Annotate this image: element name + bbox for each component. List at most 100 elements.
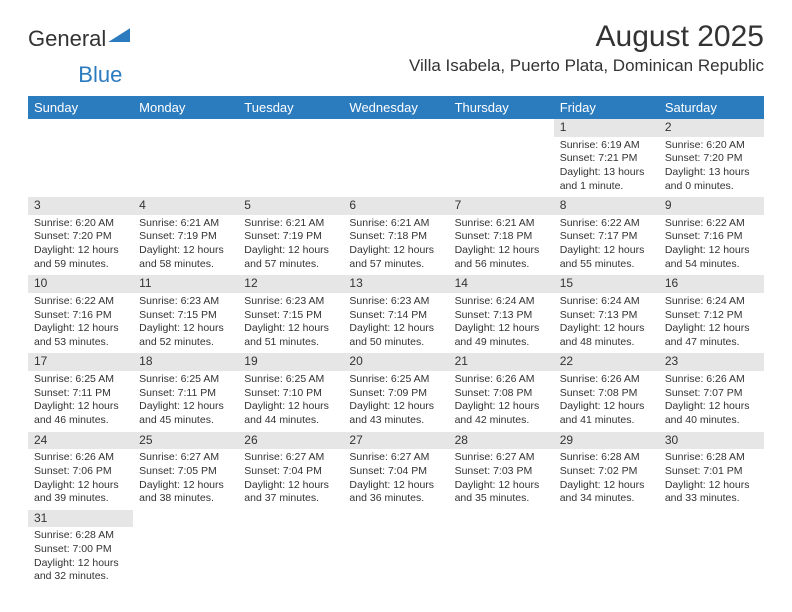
sunrise-text: Sunrise: 6:28 AM — [34, 529, 127, 543]
day-body: Sunrise: 6:24 AMSunset: 7:12 PMDaylight:… — [659, 293, 764, 354]
day-body: Sunrise: 6:21 AMSunset: 7:19 PMDaylight:… — [133, 215, 238, 276]
day-number: 14 — [449, 275, 554, 293]
daylight-text: Daylight: 12 hours and 54 minutes. — [665, 244, 758, 271]
sunset-text: Sunset: 7:04 PM — [244, 465, 337, 479]
calendar-cell: 2Sunrise: 6:20 AMSunset: 7:20 PMDaylight… — [659, 119, 764, 197]
calendar-cell: 25Sunrise: 6:27 AMSunset: 7:05 PMDayligh… — [133, 432, 238, 510]
daylight-text: Daylight: 12 hours and 39 minutes. — [34, 479, 127, 506]
day-number: 1 — [554, 119, 659, 137]
daylight-text: Daylight: 12 hours and 35 minutes. — [455, 479, 548, 506]
sunrise-text: Sunrise: 6:23 AM — [139, 295, 232, 309]
sunrise-text: Sunrise: 6:22 AM — [34, 295, 127, 309]
day-number: 20 — [343, 353, 448, 371]
day-number: 8 — [554, 197, 659, 215]
sunrise-text: Sunrise: 6:28 AM — [665, 451, 758, 465]
calendar-row: 1Sunrise: 6:19 AMSunset: 7:21 PMDaylight… — [28, 119, 764, 197]
day-body — [133, 512, 238, 518]
calendar-row: 31Sunrise: 6:28 AMSunset: 7:00 PMDayligh… — [28, 510, 764, 588]
day-body: Sunrise: 6:23 AMSunset: 7:14 PMDaylight:… — [343, 293, 448, 354]
col-thursday: Thursday — [449, 96, 554, 119]
calendar-cell: 23Sunrise: 6:26 AMSunset: 7:07 PMDayligh… — [659, 353, 764, 431]
sunset-text: Sunset: 7:13 PM — [560, 309, 653, 323]
daylight-text: Daylight: 12 hours and 56 minutes. — [455, 244, 548, 271]
calendar-cell — [238, 510, 343, 588]
day-body — [133, 121, 238, 127]
day-body: Sunrise: 6:23 AMSunset: 7:15 PMDaylight:… — [133, 293, 238, 354]
sunset-text: Sunset: 7:08 PM — [455, 387, 548, 401]
calendar-cell — [659, 510, 764, 588]
col-wednesday: Wednesday — [343, 96, 448, 119]
calendar-cell: 1Sunrise: 6:19 AMSunset: 7:21 PMDaylight… — [554, 119, 659, 197]
day-number: 30 — [659, 432, 764, 450]
daylight-text: Daylight: 12 hours and 49 minutes. — [455, 322, 548, 349]
day-number: 18 — [133, 353, 238, 371]
sunrise-text: Sunrise: 6:27 AM — [349, 451, 442, 465]
calendar-cell: 13Sunrise: 6:23 AMSunset: 7:14 PMDayligh… — [343, 275, 448, 353]
calendar-cell: 15Sunrise: 6:24 AMSunset: 7:13 PMDayligh… — [554, 275, 659, 353]
calendar-cell: 5Sunrise: 6:21 AMSunset: 7:19 PMDaylight… — [238, 197, 343, 275]
day-body: Sunrise: 6:21 AMSunset: 7:18 PMDaylight:… — [343, 215, 448, 276]
calendar-cell: 31Sunrise: 6:28 AMSunset: 7:00 PMDayligh… — [28, 510, 133, 588]
day-number: 9 — [659, 197, 764, 215]
day-number: 11 — [133, 275, 238, 293]
day-body: Sunrise: 6:20 AMSunset: 7:20 PMDaylight:… — [28, 215, 133, 276]
weekday-header-row: Sunday Monday Tuesday Wednesday Thursday… — [28, 96, 764, 119]
sunset-text: Sunset: 7:11 PM — [139, 387, 232, 401]
calendar-cell: 12Sunrise: 6:23 AMSunset: 7:15 PMDayligh… — [238, 275, 343, 353]
sunrise-text: Sunrise: 6:21 AM — [139, 217, 232, 231]
day-number: 17 — [28, 353, 133, 371]
calendar-cell: 11Sunrise: 6:23 AMSunset: 7:15 PMDayligh… — [133, 275, 238, 353]
sunset-text: Sunset: 7:18 PM — [455, 230, 548, 244]
daylight-text: Daylight: 12 hours and 53 minutes. — [34, 322, 127, 349]
day-number: 13 — [343, 275, 448, 293]
sunset-text: Sunset: 7:02 PM — [560, 465, 653, 479]
sunset-text: Sunset: 7:13 PM — [455, 309, 548, 323]
daylight-text: Daylight: 12 hours and 50 minutes. — [349, 322, 442, 349]
title-block: August 2025 Villa Isabela, Puerto Plata,… — [409, 20, 764, 76]
sunrise-text: Sunrise: 6:21 AM — [244, 217, 337, 231]
calendar-cell — [343, 510, 448, 588]
sunrise-text: Sunrise: 6:22 AM — [665, 217, 758, 231]
sunrise-text: Sunrise: 6:23 AM — [349, 295, 442, 309]
day-number: 6 — [343, 197, 448, 215]
sunrise-text: Sunrise: 6:26 AM — [560, 373, 653, 387]
day-body: Sunrise: 6:21 AMSunset: 7:18 PMDaylight:… — [449, 215, 554, 276]
day-body — [449, 121, 554, 127]
calendar-cell — [449, 510, 554, 588]
day-number: 31 — [28, 510, 133, 528]
daylight-text: Daylight: 12 hours and 38 minutes. — [139, 479, 232, 506]
day-body: Sunrise: 6:28 AMSunset: 7:01 PMDaylight:… — [659, 449, 764, 510]
calendar-cell: 6Sunrise: 6:21 AMSunset: 7:18 PMDaylight… — [343, 197, 448, 275]
day-body: Sunrise: 6:28 AMSunset: 7:00 PMDaylight:… — [28, 527, 133, 588]
calendar-cell — [28, 119, 133, 197]
calendar-cell: 9Sunrise: 6:22 AMSunset: 7:16 PMDaylight… — [659, 197, 764, 275]
day-body: Sunrise: 6:22 AMSunset: 7:16 PMDaylight:… — [28, 293, 133, 354]
daylight-text: Daylight: 12 hours and 41 minutes. — [560, 400, 653, 427]
day-body — [659, 512, 764, 518]
daylight-text: Daylight: 12 hours and 51 minutes. — [244, 322, 337, 349]
calendar-cell: 26Sunrise: 6:27 AMSunset: 7:04 PMDayligh… — [238, 432, 343, 510]
daylight-text: Daylight: 12 hours and 58 minutes. — [139, 244, 232, 271]
day-body — [28, 121, 133, 127]
daylight-text: Daylight: 12 hours and 34 minutes. — [560, 479, 653, 506]
day-number: 4 — [133, 197, 238, 215]
col-tuesday: Tuesday — [238, 96, 343, 119]
day-body: Sunrise: 6:26 AMSunset: 7:08 PMDaylight:… — [554, 371, 659, 432]
day-body: Sunrise: 6:24 AMSunset: 7:13 PMDaylight:… — [554, 293, 659, 354]
sunset-text: Sunset: 7:16 PM — [34, 309, 127, 323]
calendar-cell: 17Sunrise: 6:25 AMSunset: 7:11 PMDayligh… — [28, 353, 133, 431]
daylight-text: Daylight: 12 hours and 46 minutes. — [34, 400, 127, 427]
day-body — [449, 512, 554, 518]
calendar-cell: 24Sunrise: 6:26 AMSunset: 7:06 PMDayligh… — [28, 432, 133, 510]
day-body: Sunrise: 6:26 AMSunset: 7:06 PMDaylight:… — [28, 449, 133, 510]
day-body — [238, 512, 343, 518]
col-sunday: Sunday — [28, 96, 133, 119]
col-saturday: Saturday — [659, 96, 764, 119]
day-body: Sunrise: 6:27 AMSunset: 7:04 PMDaylight:… — [343, 449, 448, 510]
sunset-text: Sunset: 7:04 PM — [349, 465, 442, 479]
sunset-text: Sunset: 7:05 PM — [139, 465, 232, 479]
sunset-text: Sunset: 7:14 PM — [349, 309, 442, 323]
calendar-cell — [343, 119, 448, 197]
sunrise-text: Sunrise: 6:24 AM — [455, 295, 548, 309]
sunset-text: Sunset: 7:07 PM — [665, 387, 758, 401]
